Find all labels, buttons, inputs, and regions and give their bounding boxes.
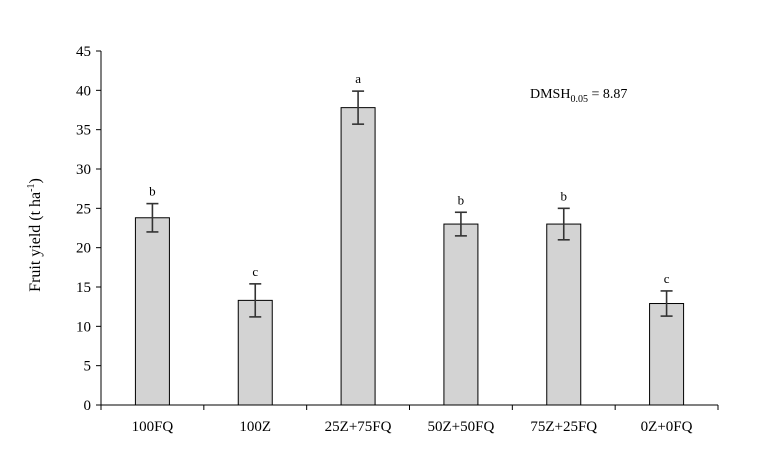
bar [443,223,479,406]
bar [340,107,376,406]
significance-letter: c [252,264,258,279]
y-axis-title-close: ) [27,178,44,183]
significance-letter: b [561,188,568,203]
lsd-annotation-value: = 8.87 [588,87,627,102]
x-tick-label: 100Z [239,419,271,435]
lsd-annotation: DMSH0.05 = 8.87 [530,87,627,105]
significance-letter: c [664,271,670,286]
bar [237,299,273,406]
bar [649,303,685,406]
x-tick-label: 25Z+75FQ [325,419,392,435]
y-tick-label: 0 [84,398,92,414]
x-tick-label: 75Z+25FQ [530,419,597,435]
y-tick-label: 10 [76,319,91,335]
y-tick-label: 5 [84,359,92,375]
y-tick-label: 20 [76,241,91,257]
y-tick-label: 40 [76,83,91,99]
lsd-annotation-prefix: DMSH [530,87,570,102]
significance-letter: b [149,184,156,199]
y-axis-title-superscript: -1 [26,184,37,192]
significance-letter: b [458,192,465,207]
x-tick-label: 100FQ [132,419,174,435]
significance-letter: a [355,71,361,86]
bar [546,223,582,406]
bar [134,217,170,406]
x-tick-label: 0Z+0FQ [641,419,693,435]
y-axis-title: Fruit yield (t ha-1) [26,178,44,292]
y-tick-label: 30 [76,162,91,178]
y-tick-label: 15 [76,280,91,296]
y-axis-title-main: Fruit yield (t ha [27,192,44,292]
y-tick-label: 45 [76,44,91,60]
lsd-annotation-subscript: 0.05 [570,94,588,105]
x-tick-label: 50Z+50FQ [428,419,495,435]
y-tick-label: 25 [76,201,91,217]
y-tick-label: 35 [76,123,91,139]
